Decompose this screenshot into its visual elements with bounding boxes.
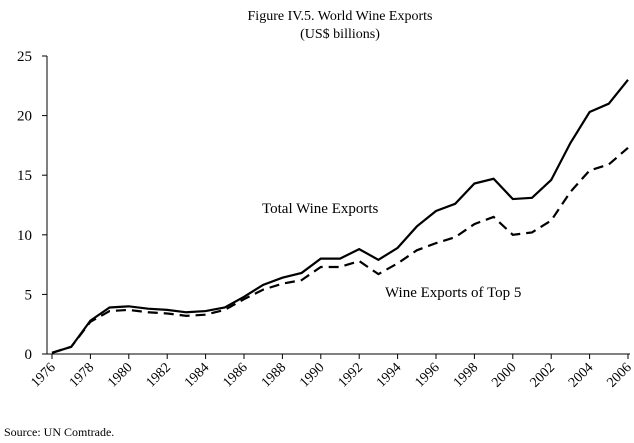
y-tick-label: 25 [17,49,32,65]
x-tick-label: 1996 [412,360,442,390]
y-tick-label: 0 [25,347,33,363]
x-tick-label: 1994 [374,360,404,390]
x-tick-label: 2006 [604,360,634,390]
y-tick-label: 10 [17,228,32,244]
series-label: Total Wine Exports [262,201,379,217]
x-tick-label: 1984 [182,360,212,390]
x-tick-label: 1990 [297,360,327,390]
y-tick-label: 15 [17,168,32,184]
x-tick-label: 1992 [336,360,366,390]
x-tick-label: 2000 [489,360,519,390]
x-tick-label: 1998 [451,360,481,390]
y-tick-label: 20 [17,109,32,125]
x-tick-label: 1976 [28,360,58,390]
x-tick-label: 1986 [220,360,250,390]
source-note: Source: UN Comtrade. [4,425,114,439]
chart-subtitle: (US$ billions) [300,27,380,42]
x-tick-label: 1980 [105,360,135,390]
y-tick-label: 5 [25,287,33,303]
x-tick-label: 1982 [144,360,174,390]
chart-title: Figure IV.5. World Wine Exports [248,9,433,24]
series-line [51,146,629,354]
x-tick-label: 2002 [528,360,558,390]
series-label: Wine Exports of Top 5 [385,285,521,301]
x-tick-label: 1988 [259,360,289,390]
x-tick-label: 2004 [566,360,596,390]
series-line [51,79,629,354]
x-tick-label: 1978 [67,360,97,390]
